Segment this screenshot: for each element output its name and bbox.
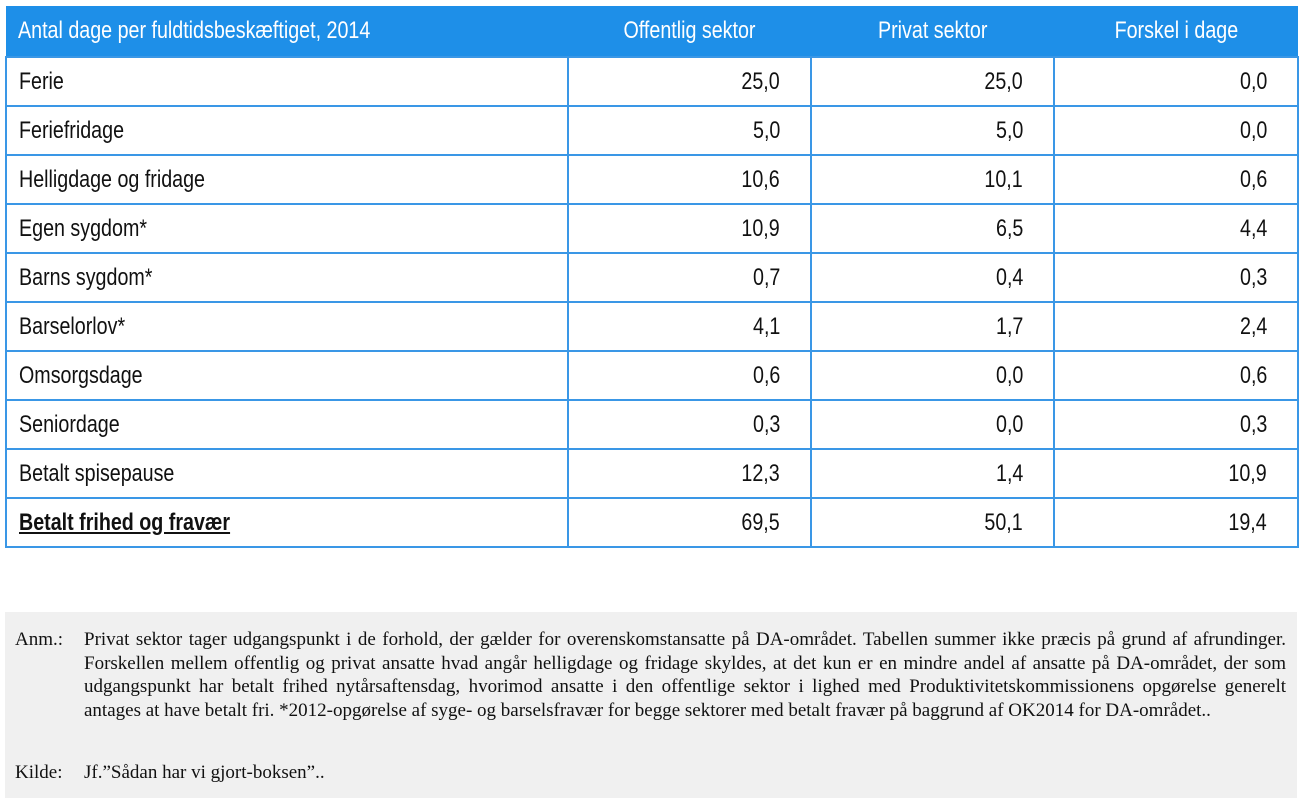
table-row: Egen sygdom* 10,9 6,5 4,4	[5, 203, 1299, 254]
value-privat: 0,4	[810, 252, 1055, 303]
row-label: Omsorgsdage	[5, 350, 569, 401]
value-privat: 25,0	[810, 56, 1055, 107]
value-forskel: 0,3	[1053, 399, 1299, 450]
days-table: Antal dage per fuldtidsbeskæftiget, 2014…	[5, 6, 1299, 548]
value-offentlig: 12,3	[567, 448, 812, 499]
value-forskel: 2,4	[1053, 301, 1299, 352]
row-label: Feriefridage	[5, 105, 569, 156]
value-offentlig: 25,0	[567, 56, 812, 107]
header-difference-days: Forskel i dage	[1054, 6, 1298, 57]
table-row: Helligdage og fridage 10,6 10,1 0,6	[5, 154, 1299, 205]
table-row: Feriefridage 5,0 5,0 0,0	[5, 105, 1299, 156]
row-label: Barselorlov*	[5, 301, 569, 352]
table-row: Omsorgsdage 0,6 0,0 0,6	[5, 350, 1299, 401]
value-forskel: 10,9	[1053, 448, 1299, 499]
table-row: Barns sygdom* 0,7 0,4 0,3	[5, 252, 1299, 303]
row-label: Helligdage og fridage	[5, 154, 569, 205]
table-row: Barselorlov* 4,1 1,7 2,4	[5, 301, 1299, 352]
notes-box: Anm.: Privat sektor tager udgangspunkt i…	[5, 612, 1297, 798]
value-offentlig: 10,6	[567, 154, 812, 205]
value-forskel: 0,6	[1053, 154, 1299, 205]
note-anm-label: Anm.:	[15, 629, 64, 650]
value-offentlig: 5,0	[567, 105, 812, 156]
note-kilde-text: Jf.”Sådan har vi gjort-boksen”..	[84, 762, 325, 783]
value-privat: 0,0	[810, 350, 1055, 401]
row-label: Barns sygdom*	[5, 252, 569, 303]
value-privat: 1,7	[810, 301, 1055, 352]
value-privat: 0,0	[810, 399, 1055, 450]
table-row: Seniordage 0,3 0,0 0,3	[5, 399, 1299, 450]
header-days-per-employee: Antal dage per fuldtidsbeskæftiget, 2014	[6, 6, 568, 57]
table-total-row: Betalt frihed og fravær 69,5 50,1 19,4	[5, 497, 1299, 548]
row-label: Betalt spisepause	[5, 448, 569, 499]
note-kilde-label: Kilde:	[15, 762, 63, 783]
note-anm-text: Privat sektor tager udgangspunkt i de fo…	[84, 629, 1286, 721]
value-offentlig: 10,9	[567, 203, 812, 254]
table-header-row: Antal dage per fuldtidsbeskæftiget, 2014…	[6, 6, 1298, 57]
value-privat: 10,1	[810, 154, 1055, 205]
table-row: Ferie 25,0 25,0 0,0	[5, 56, 1299, 107]
value-offentlig: 4,1	[567, 301, 812, 352]
value-forskel: 0,6	[1053, 350, 1299, 401]
total-label: Betalt frihed og fravær	[5, 497, 569, 548]
value-forskel: 4,4	[1053, 203, 1299, 254]
value-privat: 1,4	[810, 448, 1055, 499]
value-privat: 5,0	[810, 105, 1055, 156]
value-offentlig: 0,6	[567, 350, 812, 401]
value-forskel: 0,3	[1053, 252, 1299, 303]
row-label: Ferie	[5, 56, 569, 107]
value-forskel: 0,0	[1053, 105, 1299, 156]
header-private-sector: Privat sektor	[811, 6, 1054, 57]
value-privat: 6,5	[810, 203, 1055, 254]
total-forskel: 19,4	[1053, 497, 1299, 548]
value-forskel: 0,0	[1053, 56, 1299, 107]
total-offentlig: 69,5	[567, 497, 812, 548]
value-offentlig: 0,7	[567, 252, 812, 303]
days-table-container: Antal dage per fuldtidsbeskæftiget, 2014…	[5, 6, 1299, 548]
row-label: Egen sygdom*	[5, 203, 569, 254]
header-public-sector: Offentlig sektor	[568, 6, 811, 57]
total-privat: 50,1	[810, 497, 1055, 548]
value-offentlig: 0,3	[567, 399, 812, 450]
table-row: Betalt spisepause 12,3 1,4 10,9	[5, 448, 1299, 499]
row-label: Seniordage	[5, 399, 569, 450]
